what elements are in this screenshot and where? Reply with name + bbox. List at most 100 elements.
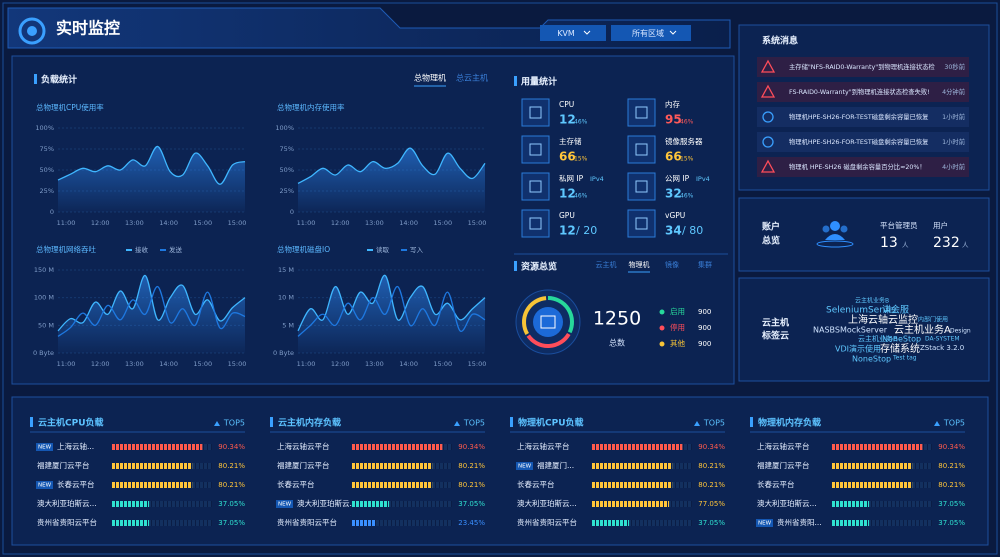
row-name: 上海云轴云平台 bbox=[277, 441, 330, 451]
message-row[interactable] bbox=[757, 157, 969, 177]
usage-total: / 80 bbox=[682, 224, 703, 237]
legend-label: 读取 bbox=[376, 245, 390, 254]
tab[interactable]: 总物理机 bbox=[414, 73, 446, 83]
tag[interactable]: 云主机业务B bbox=[855, 297, 889, 305]
tag[interactable]: 云主机业务B bbox=[858, 334, 898, 343]
tag[interactable]: NoneStop bbox=[882, 335, 921, 344]
tag[interactable]: 存储系统 bbox=[880, 342, 920, 355]
account-label: 平台管理员 bbox=[880, 220, 918, 230]
list-title: 云主机内存负载 bbox=[278, 417, 341, 429]
series-line bbox=[57, 285, 246, 337]
usage-label: 主存储 bbox=[559, 136, 582, 146]
row-value: 90.34% bbox=[698, 443, 725, 451]
section-title: 系统消息 bbox=[762, 35, 798, 47]
usage-label: 镜像服务器 bbox=[665, 136, 703, 146]
tag[interactable]: 谍会服 bbox=[882, 304, 909, 316]
marker bbox=[750, 417, 753, 427]
tag[interactable]: Test tag bbox=[892, 355, 917, 362]
x-tick-label: 14:00 bbox=[159, 360, 178, 368]
legend-label: 写入 bbox=[410, 246, 424, 254]
marker bbox=[510, 417, 513, 427]
x-tick-label: 13:00 bbox=[125, 219, 144, 227]
ring-center bbox=[533, 307, 563, 337]
filter-label[interactable]: 所有区域 bbox=[632, 28, 664, 38]
tag[interactable]: NASBSMockServer bbox=[813, 326, 888, 335]
message-text: FS-RAID0-Warranty"到物理机连接状态检查失败! bbox=[789, 87, 930, 96]
tag[interactable]: 上海云轴云监控 bbox=[848, 313, 918, 326]
usage-icon-glyph bbox=[635, 143, 648, 156]
filter-kvm[interactable] bbox=[540, 25, 606, 41]
tag[interactable]: Design bbox=[950, 328, 971, 335]
message-row[interactable] bbox=[757, 132, 969, 152]
chart-title: 总物理机内存使用率 bbox=[277, 102, 345, 112]
usage-value: 66 bbox=[665, 150, 682, 164]
tag[interactable]: SeleniumServer bbox=[826, 306, 898, 316]
logo bbox=[18, 17, 46, 45]
row-name: 贵州省贵阳... bbox=[777, 517, 822, 527]
y-tick-label: 150 M bbox=[34, 266, 54, 274]
y-tick-label: 100% bbox=[35, 124, 54, 132]
filter-label[interactable]: KVM bbox=[557, 29, 575, 38]
usage-icon bbox=[627, 98, 656, 127]
tab[interactable]: 物理机 bbox=[629, 260, 650, 269]
series-area bbox=[298, 275, 485, 353]
new-label: NEW bbox=[38, 483, 52, 489]
tab[interactable]: 总云主机 bbox=[456, 73, 488, 83]
chart-title: 总物理机网络吞吐 bbox=[36, 244, 96, 254]
section-title: 总览 bbox=[762, 235, 780, 247]
tab[interactable]: 镜像 bbox=[665, 260, 679, 269]
row-name: 贵州省贵阳云平台 bbox=[517, 517, 577, 527]
new-badge bbox=[36, 443, 53, 451]
row-name: 长春云平台 bbox=[277, 479, 315, 489]
y-tick-label: 0 bbox=[50, 208, 54, 216]
tag[interactable]: VDI演示使用 bbox=[835, 344, 881, 354]
message-time: 4小时前 bbox=[942, 162, 965, 171]
message-row[interactable] bbox=[757, 82, 969, 102]
top-badge: TOP5 bbox=[223, 419, 245, 428]
tag[interactable]: NoneStop bbox=[852, 355, 891, 364]
bar-segments bbox=[352, 482, 452, 488]
message-text: 物理机HPE-SH26-FOR-TEST磁盘剩余容量已恢复 bbox=[789, 112, 929, 121]
page-title: 实时监控 bbox=[56, 19, 120, 38]
bar-segments bbox=[592, 501, 692, 507]
new-badge bbox=[276, 500, 293, 508]
usage-percent: 15% bbox=[680, 156, 694, 163]
new-badge bbox=[36, 481, 53, 489]
tab[interactable]: 集群 bbox=[698, 260, 712, 269]
x-tick-label: 12:00 bbox=[91, 219, 110, 227]
row-value: 37.05% bbox=[218, 519, 245, 527]
ok-icon bbox=[762, 111, 774, 123]
bar-segments bbox=[352, 463, 452, 469]
bar-segments bbox=[112, 482, 212, 488]
users-icon bbox=[816, 221, 854, 248]
legend-label: 停用 bbox=[670, 322, 685, 332]
message-row[interactable] bbox=[757, 57, 969, 77]
row-value: 80.21% bbox=[218, 462, 245, 470]
account-value: 13 bbox=[880, 235, 898, 251]
bar-segments bbox=[592, 463, 692, 469]
usage-percent: 46% bbox=[574, 193, 588, 200]
tag[interactable]: 云主机业务A bbox=[894, 323, 951, 336]
usage-percent: 46% bbox=[680, 119, 694, 126]
message-text: 物理机 HPE-SH26 磁盘剩余容量百分比≈20%！ bbox=[789, 162, 926, 171]
tag[interactable]: DA-SYSTEM bbox=[925, 336, 960, 343]
y-tick-label: 15 M bbox=[278, 266, 294, 274]
new-badge bbox=[756, 519, 773, 527]
x-tick-label: 12:00 bbox=[91, 360, 110, 368]
top-badge: TOP5 bbox=[943, 419, 965, 428]
message-row[interactable] bbox=[757, 107, 969, 127]
tag[interactable]: ZStack 3.2.0 bbox=[920, 344, 964, 352]
filter-region[interactable] bbox=[611, 25, 691, 41]
bar-segments bbox=[592, 520, 692, 526]
message-time: 30秒前 bbox=[944, 62, 965, 71]
usage-label: CPU bbox=[559, 100, 574, 109]
section-title: 账户 bbox=[762, 221, 780, 233]
bar-segments bbox=[112, 463, 212, 469]
x-tick-label: 13:00 bbox=[365, 360, 384, 368]
tag[interactable]: 内部门使用 bbox=[918, 316, 948, 324]
row-name: 福建厦门... bbox=[537, 460, 574, 470]
legend-dot bbox=[659, 325, 665, 331]
tab[interactable]: 云主机 bbox=[596, 260, 617, 269]
account-unit: 人 bbox=[902, 241, 909, 249]
